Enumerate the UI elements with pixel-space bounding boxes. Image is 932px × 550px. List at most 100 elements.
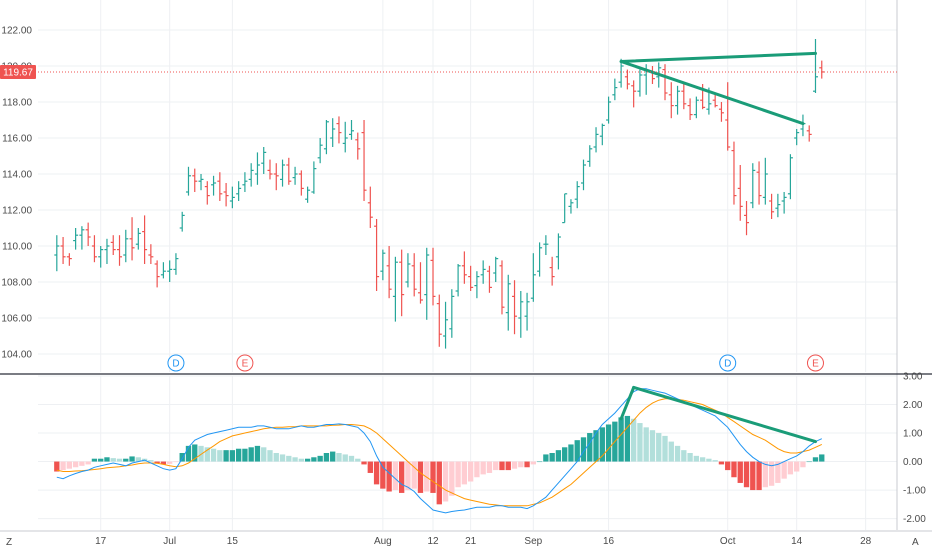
- histogram-bar: [292, 457, 298, 462]
- histogram-bar: [129, 456, 135, 462]
- histogram-bar: [668, 441, 674, 462]
- histogram-bar: [605, 424, 612, 462]
- corner-left-label[interactable]: Z: [6, 537, 12, 548]
- price-tick-label: 122.00: [1, 26, 32, 37]
- histogram-bar: [555, 450, 562, 462]
- histogram-bar: [486, 461, 493, 473]
- histogram-bar: [261, 447, 267, 462]
- annotation-label: E: [812, 359, 819, 370]
- histogram-bar: [229, 450, 236, 462]
- histogram-bar: [217, 450, 223, 462]
- histogram-bar: [681, 450, 687, 462]
- histogram-bar: [66, 461, 73, 469]
- histogram-bar: [304, 458, 311, 462]
- histogram-bar: [79, 461, 85, 466]
- time-tick-label: Oct: [720, 536, 736, 547]
- histogram-bar: [311, 457, 317, 462]
- histogram-bar: [800, 461, 806, 468]
- histogram-bar: [511, 461, 518, 469]
- histogram-bar: [480, 461, 486, 475]
- histogram-bar: [380, 461, 386, 489]
- histogram-bar: [737, 461, 743, 483]
- histogram-bar: [373, 461, 380, 485]
- last-price-tag: 119.67: [0, 64, 897, 79]
- last-price-box: [0, 64, 36, 79]
- time-tick-label: Jul: [163, 536, 176, 547]
- histogram-bar: [731, 461, 737, 478]
- histogram-bar: [461, 461, 468, 485]
- ohlc-bars: [54, 39, 825, 349]
- histogram-bar: [656, 433, 662, 462]
- histogram-bar: [336, 453, 342, 462]
- macd-tick-label: 2.00: [903, 400, 923, 411]
- histogram-bar: [806, 461, 812, 463]
- histogram-bar: [98, 458, 104, 462]
- histogram-bar: [192, 444, 198, 462]
- histogram-bar: [160, 461, 167, 465]
- time-tick-label: 14: [791, 536, 803, 547]
- histogram-bar: [279, 454, 286, 462]
- histogram-bar: [286, 455, 292, 462]
- signal-line: [56, 398, 823, 507]
- price-tick-label: 112.00: [2, 206, 32, 217]
- annotation-circle: [806, 354, 824, 372]
- histogram-bar: [518, 461, 524, 468]
- histogram-bar: [536, 461, 543, 463]
- histogram-bar: [436, 461, 442, 505]
- histogram-bar: [587, 433, 593, 462]
- histogram-bar: [273, 453, 279, 462]
- time-tick-label: Sep: [524, 536, 542, 547]
- corner-right-label[interactable]: A: [912, 537, 919, 548]
- histogram-bar: [85, 461, 91, 465]
- histogram-bar: [242, 448, 248, 462]
- histogram-bar: [386, 461, 392, 492]
- histogram-bar: [60, 461, 66, 471]
- histogram-bar: [235, 448, 242, 462]
- price-tick-label: 106.00: [1, 314, 32, 325]
- histogram-bar: [449, 461, 455, 496]
- price-trendline: [619, 60, 805, 126]
- price-tick-label: 114.00: [2, 170, 32, 181]
- histogram-bar: [775, 461, 781, 483]
- histogram-bar: [204, 447, 210, 462]
- histogram-bar: [91, 458, 98, 462]
- histogram-bar: [781, 461, 787, 479]
- histogram-bar: [718, 461, 725, 465]
- histogram-bar: [712, 460, 718, 462]
- histogram-bar: [687, 453, 693, 462]
- histogram-bar: [693, 455, 700, 462]
- histogram-bar: [135, 457, 141, 462]
- annotation-circle: [719, 354, 737, 372]
- histogram-bar: [455, 461, 461, 488]
- histogram-bar: [574, 440, 580, 462]
- histogram-bar: [543, 454, 549, 462]
- histogram-bar: [618, 417, 624, 462]
- histogram-bar: [568, 444, 574, 462]
- histogram-bar: [198, 445, 204, 462]
- axes: [0, 0, 932, 532]
- histogram-bar: [330, 451, 336, 462]
- histogram-bar: [743, 461, 750, 488]
- histogram-bar: [417, 461, 424, 493]
- histogram-bar: [819, 454, 825, 462]
- histogram-bar: [750, 461, 756, 491]
- histogram-bar: [624, 415, 631, 462]
- histogram-bar: [442, 461, 449, 502]
- histogram-bar: [355, 458, 361, 462]
- price-tick-label: 108.00: [1, 278, 32, 289]
- time-tick-label: 15: [227, 536, 239, 547]
- histogram-bar: [148, 460, 154, 462]
- annotation-label: D: [724, 359, 731, 370]
- histogram-bar: [430, 461, 436, 493]
- histogram-bar: [223, 450, 229, 462]
- histogram-bar: [424, 461, 430, 492]
- time-tick-label: 12: [427, 536, 439, 547]
- histogram-bar: [662, 435, 668, 462]
- trendlines[interactable]: [619, 51, 817, 444]
- time-tick-label: 21: [465, 536, 477, 547]
- histogram-bar: [317, 455, 323, 462]
- histogram-bar: [467, 461, 474, 482]
- histogram-bar: [787, 461, 794, 475]
